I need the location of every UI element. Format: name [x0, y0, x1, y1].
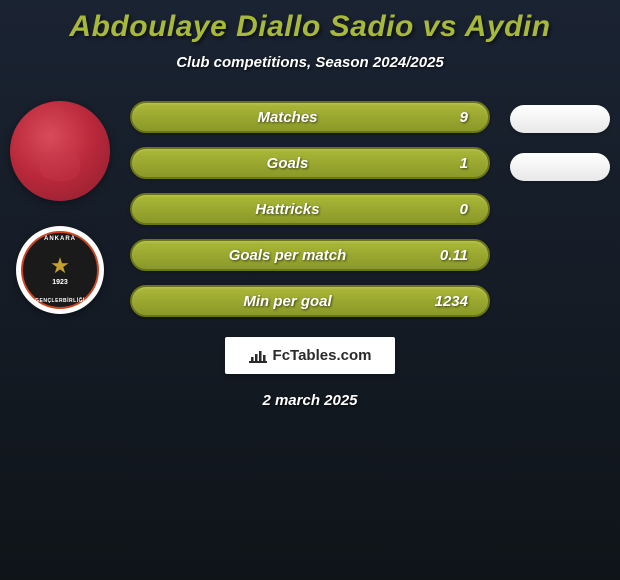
stat-label: Goals: [152, 155, 423, 172]
stat-row-matches: Matches 9: [130, 101, 490, 133]
stat-value: 0.11: [423, 247, 468, 264]
stat-row-hattricks: Hattricks 0: [130, 193, 490, 225]
player-avatar: [10, 101, 110, 201]
stat-label: Hattricks: [152, 201, 423, 218]
stat-label: Matches: [152, 109, 423, 126]
brand-label: FcTables.com: [273, 347, 372, 364]
date-text: 2 march 2025: [262, 392, 357, 409]
badge-year: 1923: [52, 279, 68, 286]
badge-text-top: ANKARA: [44, 236, 76, 242]
page-title: Abdoulaye Diallo Sadio vs Aydin: [69, 10, 550, 44]
stat-row-min-per-goal: Min per goal 1234: [130, 285, 490, 317]
stat-label: Min per goal: [152, 293, 423, 310]
stat-value: 0: [423, 201, 468, 218]
stat-value: 1234: [423, 293, 468, 310]
comparison-card: Abdoulaye Diallo Sadio vs Aydin Club com…: [0, 0, 620, 580]
left-column: ANKARA ★ 1923 GENÇLERBİRLİĞİ: [0, 101, 120, 314]
star-icon: ★: [50, 255, 70, 277]
brand-box[interactable]: FcTables.com: [225, 337, 396, 374]
stat-row-goals-per-match: Goals per match 0.11: [130, 239, 490, 271]
blank-pill: [510, 105, 610, 133]
subtitle: Club competitions, Season 2024/2025: [176, 54, 444, 71]
stat-value: 9: [423, 109, 468, 126]
content-row: ANKARA ★ 1923 GENÇLERBİRLİĞİ Matches 9 G…: [0, 101, 620, 317]
club-badge: ANKARA ★ 1923 GENÇLERBİRLİĞİ: [16, 226, 104, 314]
right-column: [500, 101, 620, 181]
chart-bar-icon: [249, 349, 267, 363]
badge-text-bottom: GENÇLERBİRLİĞİ: [35, 298, 85, 304]
stat-label: Goals per match: [152, 247, 423, 264]
blank-pill: [510, 153, 610, 181]
stat-value: 1: [423, 155, 468, 172]
badge-inner: ANKARA ★ 1923 GENÇLERBİRLİĞİ: [21, 231, 99, 309]
stat-row-goals: Goals 1: [130, 147, 490, 179]
stats-column: Matches 9 Goals 1 Hattricks 0 Goals per …: [120, 101, 500, 317]
